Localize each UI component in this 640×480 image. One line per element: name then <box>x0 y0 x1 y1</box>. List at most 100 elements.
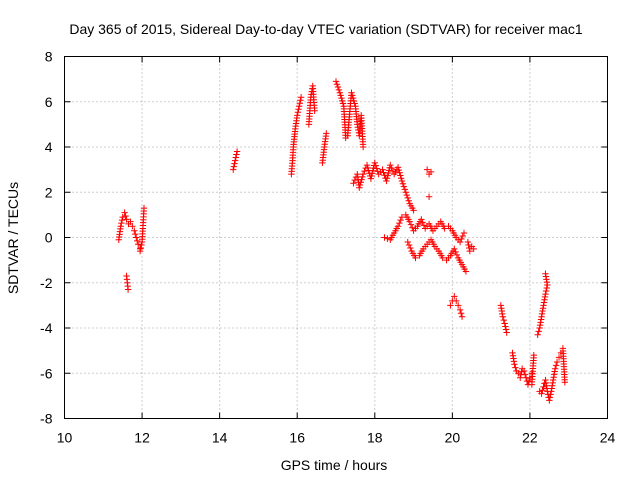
data-point <box>420 222 428 229</box>
data-point <box>419 219 426 226</box>
data-point <box>503 329 510 336</box>
data-point <box>542 290 549 298</box>
data-point <box>351 176 358 184</box>
data-point <box>371 159 378 167</box>
data-point <box>447 302 454 309</box>
data-point <box>458 235 465 243</box>
data-point <box>457 310 465 317</box>
data-point <box>323 130 330 137</box>
data-point <box>534 331 541 338</box>
data-point <box>405 197 412 204</box>
data-point <box>466 247 474 255</box>
data-point <box>369 170 376 177</box>
data-point <box>233 151 240 158</box>
data-point <box>402 189 410 196</box>
data-point <box>407 244 414 252</box>
data-point <box>540 383 547 391</box>
data-point <box>334 83 342 91</box>
data-point <box>367 175 375 182</box>
data-point <box>232 154 240 161</box>
data-point <box>351 100 358 107</box>
data-point <box>451 293 458 300</box>
y-tick-label: -4 <box>40 320 53 336</box>
data-point <box>374 168 381 175</box>
data-point <box>538 390 545 397</box>
data-point <box>379 166 386 173</box>
data-point <box>511 361 518 368</box>
data-point <box>439 254 446 262</box>
data-point <box>543 284 550 292</box>
grid-lines <box>64 56 608 419</box>
data-point <box>465 241 472 249</box>
data-point <box>412 254 419 262</box>
x-tick-label: 16 <box>289 430 305 446</box>
data-point <box>384 235 391 242</box>
data-point <box>383 175 391 182</box>
data-point <box>520 367 528 375</box>
data-point <box>427 168 435 176</box>
data-point <box>395 166 403 174</box>
data-point <box>132 230 139 238</box>
data-point <box>118 216 126 224</box>
data-point <box>295 103 303 110</box>
data-point <box>137 244 144 252</box>
data-point <box>349 94 357 102</box>
data-point <box>542 270 549 277</box>
data-point <box>401 186 409 193</box>
data-point <box>381 234 388 241</box>
data-point <box>383 177 390 185</box>
data-point <box>555 354 563 361</box>
x-tick-label: 12 <box>134 430 150 446</box>
data-point <box>356 184 363 191</box>
data-point <box>138 241 145 249</box>
data-point <box>456 238 464 246</box>
data-point <box>405 241 413 249</box>
data-point <box>297 94 305 101</box>
data-point <box>361 167 368 175</box>
x-tick-label: 22 <box>522 430 538 446</box>
data-point <box>499 313 506 320</box>
data-point <box>384 172 391 179</box>
x-axis-label: GPS time / hours <box>281 457 388 473</box>
data-point <box>517 374 524 381</box>
data-point <box>364 164 372 172</box>
data-point <box>410 207 417 214</box>
data-point <box>452 248 459 256</box>
data-point <box>397 216 404 224</box>
data-point <box>464 238 472 246</box>
data-point <box>359 170 367 178</box>
data-point <box>335 86 343 94</box>
data-point <box>339 97 346 105</box>
data-point <box>233 148 241 155</box>
data-point <box>394 222 402 230</box>
data-point <box>542 287 550 295</box>
data-point <box>462 268 470 275</box>
data-point <box>502 326 510 333</box>
data-point <box>118 219 125 227</box>
data-point <box>131 227 138 234</box>
data-points <box>115 78 569 404</box>
data-point <box>133 234 140 241</box>
data-point <box>333 81 341 88</box>
data-point <box>230 163 238 170</box>
data-point <box>296 100 303 107</box>
data-point <box>373 165 380 172</box>
x-tick-label: 14 <box>212 430 228 446</box>
data-point <box>122 212 129 220</box>
data-point <box>561 379 569 386</box>
data-point <box>230 166 237 173</box>
data-point <box>404 238 411 246</box>
y-tick-label: 2 <box>45 184 53 200</box>
data-point <box>294 109 302 116</box>
data-point <box>297 97 304 104</box>
data-point <box>407 221 415 228</box>
data-point <box>372 162 379 169</box>
data-point <box>456 306 464 314</box>
y-tick-label: 8 <box>45 49 53 65</box>
data-point <box>231 160 238 167</box>
data-point <box>409 224 416 231</box>
data-point <box>525 377 533 385</box>
data-point <box>119 213 126 221</box>
data-point <box>546 394 554 401</box>
data-point <box>458 313 466 320</box>
